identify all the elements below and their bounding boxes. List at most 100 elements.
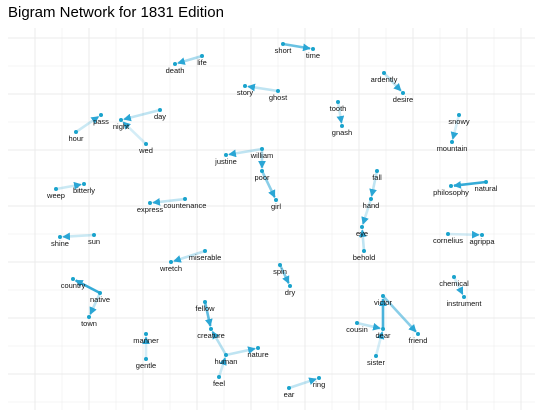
node-label-short: short: [275, 46, 293, 55]
node-label-bitterly: bitterly: [73, 186, 95, 195]
edge-hand-eye: [361, 198, 373, 225]
node-manner: [144, 332, 148, 336]
edge-tooth-gnash: [336, 101, 345, 124]
edge-sun-shine: [62, 232, 95, 241]
node-life: [200, 54, 204, 58]
edge-fall-hand: [369, 170, 379, 197]
node-label-wretch: wretch: [159, 264, 182, 273]
edge-ghost-story: [247, 83, 279, 93]
node-label-story: story: [237, 88, 254, 97]
edge-chemical-instrument: [452, 276, 464, 296]
node-cousin: [355, 321, 359, 325]
node-sister: [374, 354, 378, 358]
node-story: [243, 84, 247, 88]
chart-title: Bigram Network for 1831 Edition: [8, 4, 224, 21]
node-ardently: [382, 71, 386, 75]
node-wed: [144, 142, 148, 146]
node-label-creature: creature: [197, 331, 225, 340]
node-label-ardently: ardently: [371, 75, 398, 84]
node-tooth: [336, 100, 340, 104]
node-label-natural: natural: [475, 184, 498, 193]
node-feel: [217, 375, 221, 379]
node-label-mountain: mountain: [437, 144, 468, 153]
node-label-day: day: [154, 112, 166, 121]
node-dry: [288, 284, 292, 288]
node-creature: [209, 327, 213, 331]
node-label-town: town: [81, 319, 97, 328]
node-day: [158, 108, 162, 112]
node-town: [87, 315, 91, 319]
edge-countenance-express: [152, 197, 186, 206]
node-chemical: [452, 275, 456, 279]
node-miserable: [203, 249, 207, 253]
node-label-sun: sun: [88, 237, 100, 246]
node-label-express: express: [137, 205, 164, 214]
node-pass: [99, 113, 103, 117]
node-label-friend: friend: [409, 336, 428, 345]
edge-poor-girl: [260, 170, 276, 199]
node-dear: [381, 327, 385, 331]
edge-miserable-wretch: [173, 249, 206, 263]
node-ghost: [276, 89, 280, 93]
node-label-nature: nature: [247, 350, 268, 359]
node-label-ring: ring: [313, 380, 326, 389]
node-gentle: [144, 357, 148, 361]
node-label-time: time: [306, 51, 320, 60]
node-label-ear: ear: [284, 390, 295, 399]
node-gnash: [340, 124, 344, 128]
node-wretch: [169, 260, 173, 264]
edge-behold-eye: [358, 229, 367, 252]
node-philosophy: [449, 184, 453, 188]
node-label-night: night: [113, 122, 130, 131]
node-ear: [287, 386, 291, 390]
edge-native-country: [74, 279, 101, 295]
node-label-philosophy: philosophy: [433, 188, 469, 197]
node-label-dry: dry: [285, 288, 296, 297]
node-shine: [58, 235, 62, 239]
node-label-feel: feel: [213, 379, 225, 388]
edge-native-town: [89, 292, 102, 315]
node-express: [148, 201, 152, 205]
node-girl: [274, 198, 278, 202]
node-label-behold: behold: [353, 253, 376, 262]
node-label-shine: shine: [51, 239, 69, 248]
node-label-snowy: snowy: [448, 117, 470, 126]
node-natural: [484, 180, 488, 184]
node-labels: short time life death ardently desire story gho…: [46, 46, 498, 399]
node-label-cousin: cousin: [346, 325, 368, 334]
node-label-hand: hand: [363, 201, 380, 210]
node-label-spin: spin: [273, 267, 287, 276]
node-label-miserable: miserable: [189, 253, 222, 262]
node-label-countenance: countenance: [164, 201, 207, 210]
node-eye: [360, 225, 364, 229]
edge-human-creature: [211, 330, 228, 356]
edge-cornelius-agrippa: [447, 230, 480, 239]
edge-hour-pass: [75, 115, 100, 134]
node-nature: [256, 346, 260, 350]
node-countenance: [183, 197, 187, 201]
node-agrippa: [480, 233, 484, 237]
node-justine: [224, 153, 228, 157]
node-label-william: william: [250, 151, 274, 160]
edge-ear-ring: [288, 377, 317, 390]
node-label-pass: pass: [93, 117, 109, 126]
node-label-manner: manner: [133, 336, 159, 345]
node-snowy: [457, 113, 461, 117]
node-bitterly: [82, 182, 86, 186]
edge-sister-dear: [374, 331, 385, 357]
node-desire: [401, 91, 405, 95]
node-label-instrument: instrument: [446, 299, 482, 308]
node-label-hour: hour: [68, 134, 84, 143]
node-friend: [416, 332, 420, 336]
node-label-cornelius: cornelius: [433, 236, 463, 245]
node-behold: [362, 249, 366, 253]
node-label-death: death: [166, 66, 185, 75]
edge-wed-night: [122, 121, 147, 145]
node-fellow: [203, 300, 207, 304]
edge-weep-bitterly: [55, 181, 82, 191]
node-label-fall: fall: [372, 173, 382, 182]
node-label-human: human: [215, 357, 238, 366]
nodes: [54, 42, 488, 390]
edge-human-nature: [225, 346, 256, 357]
